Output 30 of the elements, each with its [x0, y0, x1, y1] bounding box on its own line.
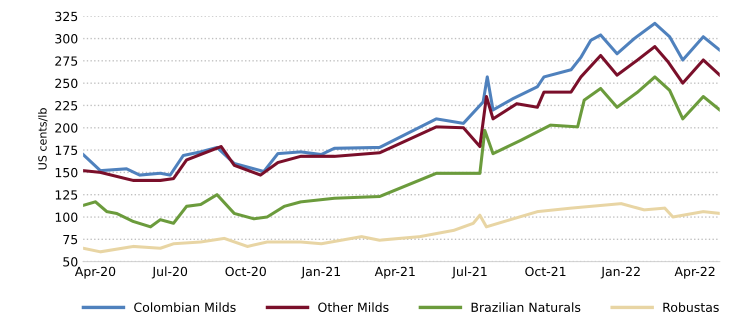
x-tick-label: Jul-20	[152, 266, 188, 278]
x-tick-label: Oct-20	[225, 266, 266, 276]
x-tick-label: Jan-22	[600, 266, 640, 278]
y-axis-title: US cents/lb	[38, 108, 48, 170]
y-tick-label: 50	[63, 257, 78, 267]
line-series	[83, 22, 720, 177]
y-tick-label: 250	[55, 78, 78, 88]
x-tick-label: Oct-21	[525, 266, 566, 276]
y-tick-label: 275	[55, 56, 78, 66]
y-tick-label: 125	[56, 190, 78, 200]
legend-label: Colombian Milds	[134, 302, 236, 312]
y-tick-label: 300	[55, 34, 78, 44]
x-tick-label: Jan-21	[300, 266, 340, 278]
y-tick-label: 100	[56, 212, 78, 222]
y-tick-label: 150	[56, 168, 78, 178]
legend-label: Robustas	[663, 302, 719, 312]
legend-label: Brazilian Naturals	[472, 302, 580, 312]
x-tick-label: Jul-21	[452, 266, 487, 278]
line-series	[83, 202, 720, 254]
y-tick-label: 75	[63, 234, 78, 244]
x-tick-label: Apr-21	[374, 266, 415, 279]
x-tick-label: Apr-20	[74, 266, 116, 279]
y-tick-label: 225	[55, 100, 78, 110]
y-tick-label: 175	[56, 146, 78, 156]
legend-label: Other Milds	[318, 302, 389, 312]
x-tick-label: Apr-22	[674, 266, 714, 279]
y-tick-label: 200	[55, 123, 78, 133]
y-tick-label: 325	[55, 12, 78, 22]
line-series	[83, 75, 720, 228]
line-series	[83, 45, 720, 182]
